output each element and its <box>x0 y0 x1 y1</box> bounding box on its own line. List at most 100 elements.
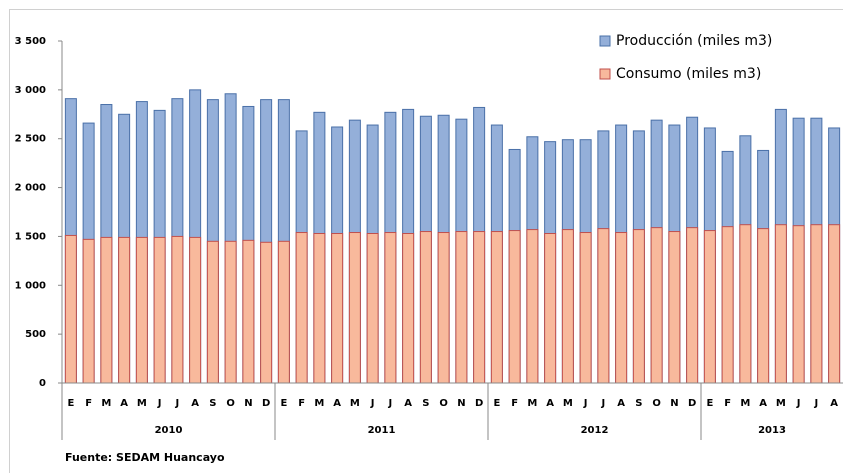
bar <box>632 229 645 384</box>
y-tick-label: 3 000 <box>15 85 46 96</box>
x-tick-label: D <box>688 398 696 409</box>
x-tick-label: A <box>830 398 838 409</box>
y-tick-label: 1 000 <box>15 280 46 291</box>
x-tick-label: O <box>226 398 235 409</box>
x-tick-label: J <box>601 398 606 409</box>
bar <box>348 232 361 384</box>
bar <box>508 230 521 384</box>
y-tick-label: 500 <box>25 329 46 340</box>
x-tick-label: E <box>493 398 500 409</box>
year-label: 2013 <box>758 425 786 436</box>
y-tick-label: 2 000 <box>15 183 46 194</box>
x-tick-label: N <box>670 398 678 409</box>
x-tick-label: N <box>457 398 465 409</box>
bar <box>82 238 95 384</box>
x-tick-label: M <box>563 398 573 409</box>
bar <box>473 231 486 384</box>
bar <box>100 236 113 384</box>
x-tick-label: E <box>280 398 287 409</box>
bar <box>810 224 823 384</box>
bar <box>331 232 344 384</box>
bar <box>189 236 202 384</box>
bar <box>455 231 468 384</box>
y-tick-label: 0 <box>39 378 46 389</box>
x-tick-label: E <box>706 398 713 409</box>
legend-swatch <box>599 35 611 47</box>
x-tick-label: M <box>137 398 147 409</box>
bar <box>384 232 397 384</box>
x-tick-label: J <box>814 398 819 409</box>
x-tick-label: A <box>404 398 412 409</box>
bar <box>828 224 841 384</box>
source-note: Fuente: SEDAM Huancayo <box>65 451 225 464</box>
x-tick-label: A <box>759 398 767 409</box>
x-tick-label: S <box>209 398 216 409</box>
bar <box>739 224 752 384</box>
x-tick-label: M <box>740 398 750 409</box>
x-tick-label: F <box>724 398 731 409</box>
x-tick-label: F <box>85 398 92 409</box>
x-tick-label: J <box>370 398 375 409</box>
year-label: 2010 <box>155 425 183 436</box>
legend-label: Consumo (miles m3) <box>616 66 761 82</box>
y-tick-label: 2 500 <box>15 134 46 145</box>
x-tick-label: A <box>333 398 341 409</box>
bar <box>153 236 166 384</box>
bar <box>579 232 592 384</box>
x-tick-label: N <box>244 398 252 409</box>
legend-swatch <box>599 68 611 80</box>
bar <box>650 227 663 384</box>
bar <box>224 240 237 384</box>
x-tick-label: M <box>101 398 111 409</box>
bar <box>686 227 699 384</box>
x-tick-label: E <box>67 398 74 409</box>
bar <box>615 232 628 384</box>
bar <box>295 232 308 384</box>
bar <box>313 232 326 384</box>
x-tick-label: A <box>617 398 625 409</box>
bar <box>64 234 77 384</box>
bar <box>774 224 787 384</box>
bar <box>206 240 219 384</box>
x-tick-label: O <box>652 398 661 409</box>
bar <box>668 231 681 384</box>
x-tick-label: J <box>796 398 801 409</box>
x-tick-label: O <box>439 398 448 409</box>
bar <box>118 236 131 384</box>
x-tick-label: S <box>422 398 429 409</box>
bar <box>561 229 574 384</box>
bar <box>419 231 432 384</box>
x-tick-label: M <box>776 398 786 409</box>
bar <box>490 231 503 384</box>
year-label: 2011 <box>368 425 396 436</box>
x-tick-label: M <box>527 398 537 409</box>
bar <box>792 225 805 384</box>
x-tick-label: D <box>475 398 483 409</box>
year-label: 2012 <box>581 425 609 436</box>
x-tick-label: A <box>120 398 128 409</box>
x-tick-label: A <box>191 398 199 409</box>
bar <box>544 232 557 384</box>
x-tick-label: M <box>314 398 324 409</box>
bar <box>402 232 415 384</box>
x-tick-label: M <box>350 398 360 409</box>
chart-frame <box>9 9 843 473</box>
bar <box>437 232 450 384</box>
x-tick-label: F <box>511 398 518 409</box>
bar <box>597 228 610 384</box>
x-tick-label: D <box>262 398 270 409</box>
x-tick-label: J <box>157 398 162 409</box>
x-tick-label: A <box>546 398 554 409</box>
bar <box>260 241 273 384</box>
bar <box>703 230 716 384</box>
bar <box>721 226 734 384</box>
x-tick-label: J <box>175 398 180 409</box>
x-tick-label: F <box>298 398 305 409</box>
x-tick-label: J <box>388 398 393 409</box>
y-tick-label: 3 500 <box>15 36 46 47</box>
bar <box>277 240 290 384</box>
legend-label: Producción (miles m3) <box>616 33 772 49</box>
y-tick-label: 1 500 <box>15 231 46 242</box>
x-tick-label: J <box>583 398 588 409</box>
